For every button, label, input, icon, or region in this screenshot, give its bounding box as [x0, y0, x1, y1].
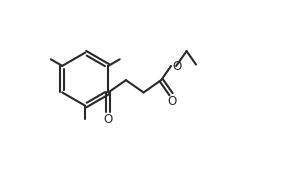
Text: O: O	[167, 95, 176, 108]
Text: O: O	[104, 114, 113, 127]
Text: O: O	[172, 60, 181, 73]
